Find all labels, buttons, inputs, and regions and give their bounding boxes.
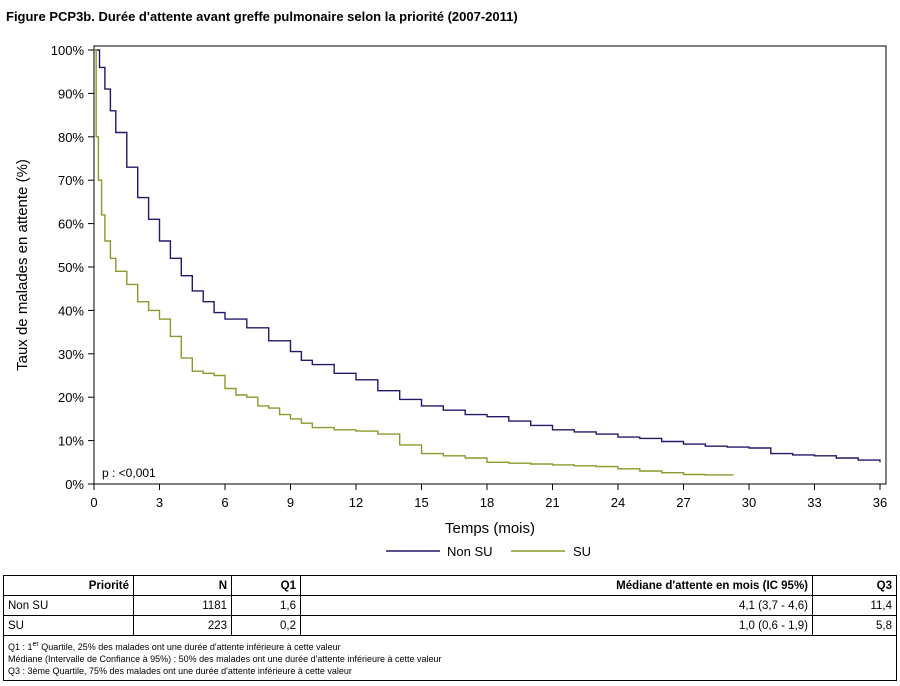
y-tick-label: 60%	[58, 217, 84, 232]
note-q3: Q3 : 3ème Quartile, 75% des malades ont …	[8, 666, 352, 676]
note-median: Médiane (Intervalle de Confiance à 95%) …	[8, 654, 442, 664]
survival-chart: 0%10%20%30%40%50%60%70%80%90%100% 0 3 6 9 12…	[14, 43, 887, 559]
x-tick-label: 12	[349, 495, 363, 510]
x-tick-label: 27	[676, 495, 690, 510]
x-tick-label: 18	[480, 495, 494, 510]
y-tick-label: 100%	[51, 43, 85, 58]
x-tick-label: 24	[611, 495, 625, 510]
header-priorite: Priorité	[3, 575, 134, 596]
x-tick-label: 21	[545, 495, 559, 510]
cell-priorite: Non SU	[3, 595, 134, 616]
x-tick-label: 3	[156, 495, 163, 510]
cell-q3: 5,8	[812, 615, 897, 636]
x-tick-label: 30	[742, 495, 756, 510]
cell-n: 1181	[133, 595, 232, 616]
x-tick-label: 0	[90, 495, 97, 510]
cell-mediane: 4,1 (3,7 - 4,6)	[300, 595, 813, 616]
y-tick-label: 90%	[58, 86, 84, 101]
cell-mediane: 1,0 (0,6 - 1,9)	[300, 615, 813, 636]
y-tick-label: 70%	[58, 173, 84, 188]
plot-frame	[93, 45, 887, 485]
p-value-annotation: p : <0,001	[102, 466, 156, 480]
note-q1: Q1 : 1er Quartile, 25% des malades ont u…	[8, 641, 341, 652]
figure-title: Figure PCP3b. Durée d'attente avant gref…	[6, 9, 518, 24]
legend-label-non-su: Non SU	[447, 544, 493, 559]
header-q1: Q1	[231, 575, 301, 596]
series-line-non-su	[94, 49, 881, 463]
x-tick-label: 36	[873, 495, 887, 510]
cell-q3: 11,4	[812, 595, 897, 616]
x-tick-label: 6	[221, 495, 228, 510]
header-mediane: Médiane d'attente en mois (IC 95%)	[300, 575, 813, 596]
summary-table: Priorité N Q1 Médiane d'attente en mois …	[3, 575, 897, 681]
legend-label-su: SU	[573, 544, 591, 559]
x-tick-label: 33	[807, 495, 821, 510]
y-axis-label: Taux de malades en attente (%)	[14, 159, 31, 371]
cell-priorite: SU	[3, 615, 134, 636]
x-tick-label: 15	[414, 495, 428, 510]
y-tick-label: 30%	[58, 347, 84, 362]
legend: Non SU SU	[386, 544, 591, 559]
x-axis-label: Temps (mois)	[445, 520, 535, 537]
y-axis: 0% 10% 20% 30% 40% 50% 60% 70% 80% 90% 100%	[51, 43, 94, 492]
series-lines	[94, 49, 881, 476]
table-notes-row: Q1 : 1er Quartile, 25% des malades ont u…	[3, 635, 897, 681]
y-tick-label: 10%	[58, 434, 84, 449]
y-tick-label: 0%	[65, 477, 84, 492]
cell-n: 223	[133, 615, 232, 636]
x-axis: 0 3 6 9 12 15 18 21 24 27 30 33 36	[90, 484, 887, 510]
y-tick-label: 20%	[58, 390, 84, 405]
y-tick-label: 80%	[58, 130, 84, 145]
series-line-su	[94, 49, 734, 476]
table-row: SU 223 0,2 1,0 (0,6 - 1,9) 5,8	[3, 615, 897, 636]
cell-q1: 0,2	[231, 615, 301, 636]
table-row: Non SU 1181 1,6 4,1 (3,7 - 4,6) 11,4	[3, 595, 897, 616]
x-tick-label: 9	[287, 495, 294, 510]
table-header-row: Priorité N Q1 Médiane d'attente en mois …	[3, 575, 897, 596]
y-tick-label: 40%	[58, 303, 84, 318]
cell-q1: 1,6	[231, 595, 301, 616]
table-notes: Q1 : 1er Quartile, 25% des malades ont u…	[3, 635, 897, 681]
header-n: N	[133, 575, 232, 596]
y-tick-label: 50%	[58, 260, 84, 275]
header-q3: Q3	[812, 575, 897, 596]
